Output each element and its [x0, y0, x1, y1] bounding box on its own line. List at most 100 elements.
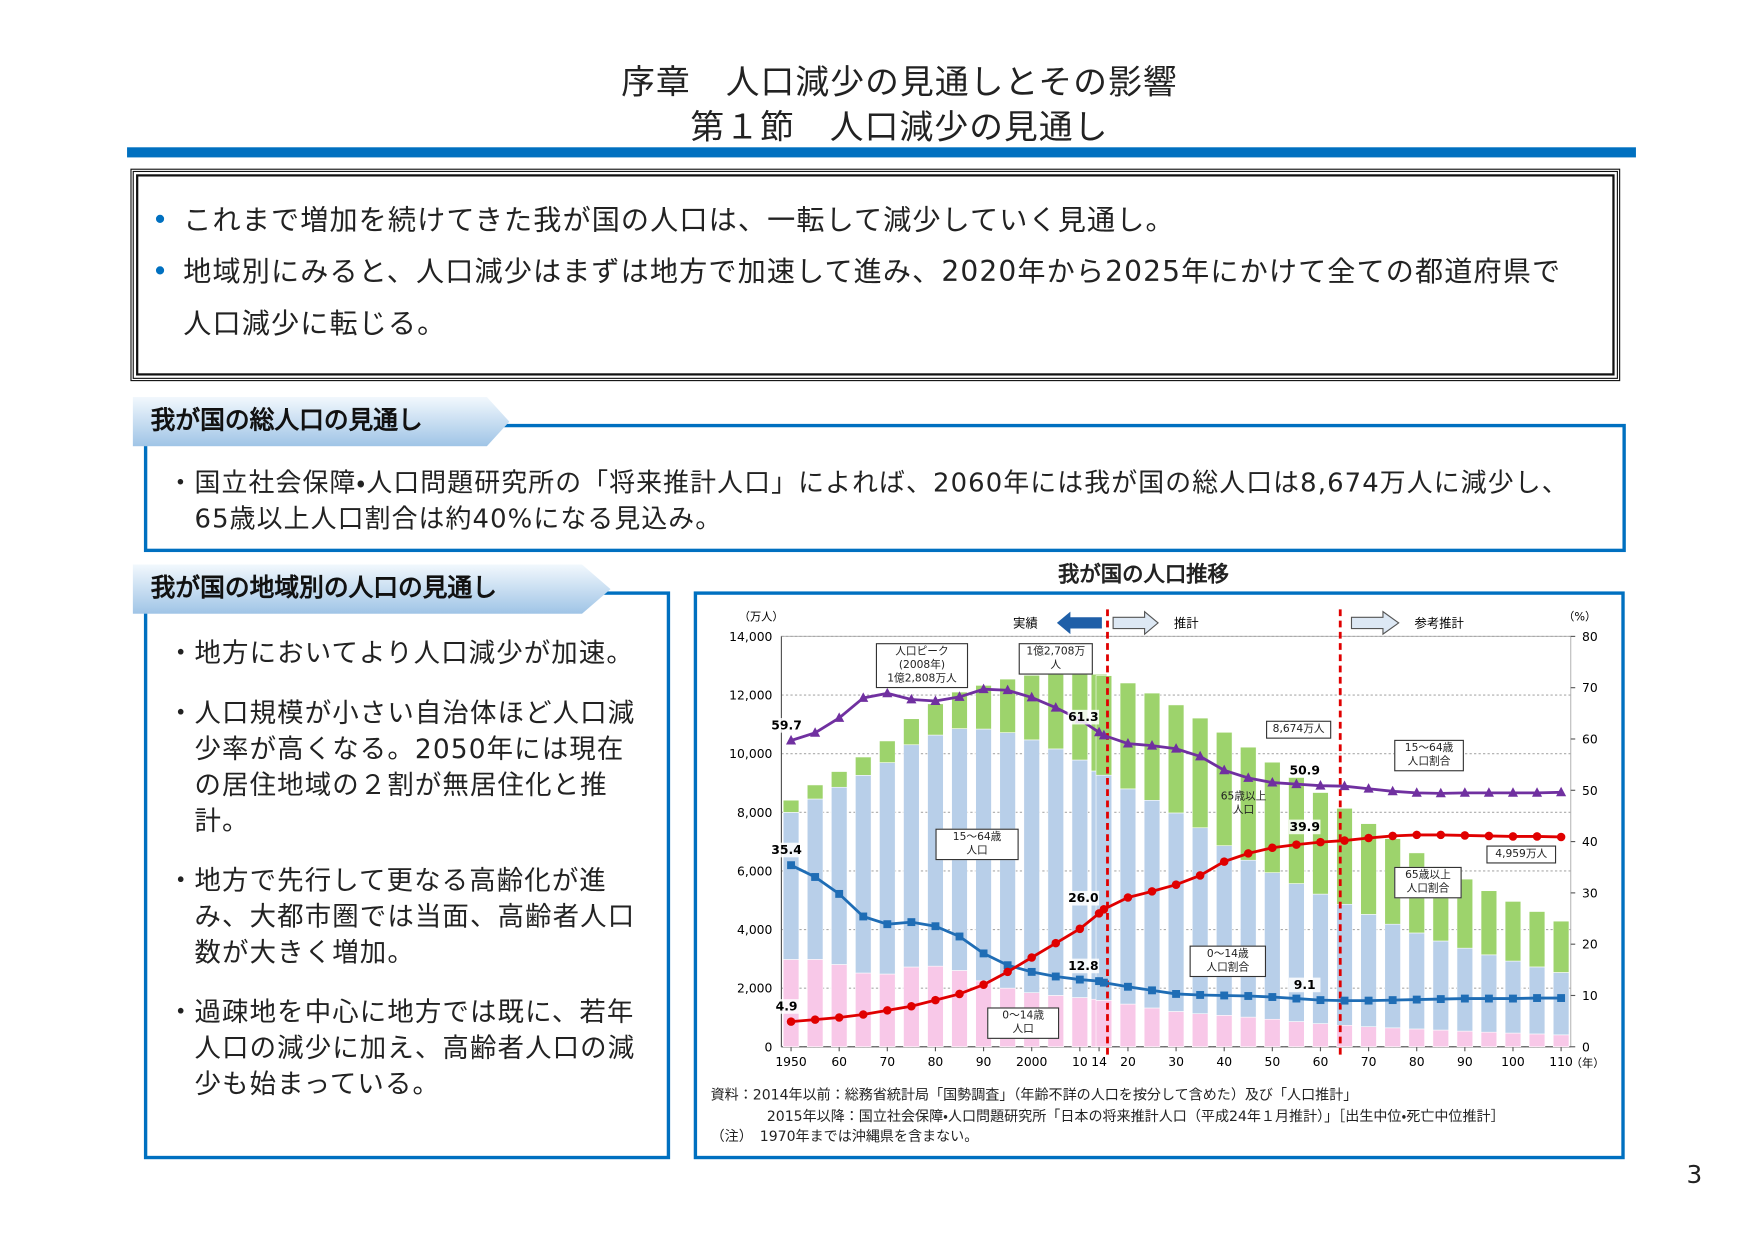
y2-tick-label: 10 — [1582, 989, 1598, 1003]
bar-segment — [1432, 1029, 1449, 1048]
ratio-marker — [1148, 986, 1156, 995]
ratio-marker — [1388, 831, 1397, 841]
ratio-marker — [954, 691, 965, 701]
ratio-marker — [979, 949, 988, 958]
annotation: 8,674万人 — [1266, 720, 1332, 739]
ratio-marker — [1364, 996, 1373, 1005]
ratio-marker — [1291, 778, 1302, 789]
ratio-line — [790, 863, 1562, 1003]
ratio-marker — [835, 889, 844, 898]
ratio-marker — [1268, 993, 1277, 1001]
ratio-marker — [978, 683, 989, 694]
bar-segment — [1143, 1007, 1161, 1048]
ratio-marker — [1484, 831, 1494, 841]
x-tick-label: 70 — [879, 1055, 895, 1069]
ratio-marker — [1195, 871, 1205, 880]
ratio-marker — [1483, 787, 1494, 797]
ratio-marker — [931, 922, 940, 931]
annotation: 1億2,708万人 — [1018, 643, 1093, 675]
bar-segment — [903, 744, 920, 968]
ratio-marker — [906, 693, 917, 704]
bar-segment — [1528, 1033, 1546, 1048]
section-bullet: 国立社会保障・人口問題研究所の「将来推計人口」によれば、2060年には我が国の総… — [168, 465, 1600, 537]
bar-segment — [1023, 675, 1040, 741]
source-note: 2015年以降：国立社会保障・人口問題研究所「日本の将来推計人口（平成24年１月… — [710, 1107, 1505, 1125]
ratio-marker — [1244, 992, 1253, 1000]
ratio-marker — [883, 920, 892, 929]
ratio-marker — [1460, 994, 1469, 1003]
ratio-marker — [1244, 849, 1253, 858]
bar-segment — [806, 784, 824, 800]
ratio-marker — [1026, 691, 1037, 702]
y2-tick-label: 20 — [1582, 938, 1598, 952]
ratio-marker — [979, 980, 988, 989]
bar-segment — [1167, 1011, 1185, 1048]
ratio-marker — [1533, 994, 1541, 1002]
series-label: 65歳以上 人口割合 — [1394, 866, 1462, 899]
bar-segment — [1071, 997, 1088, 1048]
ratio-marker — [1435, 787, 1446, 798]
ratio-marker — [1484, 994, 1493, 1003]
source-note: 資料：2014年以前：総務省統計局「国勢調査」（年齢不詳の人口を按分して含めた）… — [710, 1086, 1358, 1103]
x-tick-label: 60 — [831, 1055, 847, 1069]
ratio-marker — [1099, 905, 1109, 914]
ratio-marker — [1099, 978, 1108, 987]
value-label-bg — [770, 842, 803, 858]
x-tick-label: 110 — [1549, 1055, 1573, 1069]
ratio-marker — [785, 734, 797, 745]
phase-label: 実績 — [1013, 615, 1038, 630]
y-unit: （万人） — [739, 611, 784, 624]
bar-segment — [806, 959, 824, 1048]
ratio-marker — [1124, 982, 1132, 991]
ratio-marker — [1412, 995, 1421, 1004]
bar-segment — [1384, 1027, 1401, 1048]
bar-segment — [855, 972, 872, 1048]
ratio-marker — [1051, 938, 1061, 948]
bar-segment — [1528, 911, 1546, 968]
y2-tick-label: 60 — [1582, 732, 1598, 746]
bar-segment — [782, 799, 800, 813]
ratio-marker — [1557, 994, 1566, 1002]
x-tick-label: 30 — [1168, 1055, 1184, 1069]
ratio-marker — [1171, 743, 1182, 753]
series-label: 15～64歳 人口 — [935, 828, 1019, 861]
section-bullet: 人口規模が小さい自治体ほど人口減少率が高くなる。2050年には現在の居住地域の２… — [168, 695, 639, 839]
bar-segment — [831, 964, 848, 1048]
ratio-marker — [1003, 967, 1012, 977]
ratio-marker — [834, 712, 845, 722]
slide-subtitle: 第１節 人口減少の見通し — [690, 107, 1109, 148]
bar-segment — [1216, 1015, 1233, 1048]
ratio-marker — [810, 727, 821, 737]
bar-segment — [1384, 923, 1401, 1029]
ratio-marker — [1219, 857, 1229, 866]
value-label-bg — [1288, 763, 1321, 778]
ratio-marker — [811, 873, 820, 881]
series-label: 0～14歳 人口 — [987, 1007, 1060, 1039]
y-tick-label: 4,000 — [737, 923, 773, 937]
ratio-marker — [1003, 961, 1012, 970]
ratio-marker — [930, 695, 941, 705]
bar-segment — [903, 718, 920, 746]
x-tick-label: 10 — [1072, 1055, 1088, 1069]
ratio-marker — [1051, 972, 1060, 981]
value-label: 61.3 — [1068, 710, 1099, 724]
bar-segment — [879, 740, 896, 763]
x-tick-label: 1950 — [775, 1055, 807, 1069]
y2-tick-label: 50 — [1582, 784, 1598, 798]
x-tick-label: 60 — [1313, 1055, 1329, 1069]
bar-segment — [1504, 1032, 1522, 1048]
series-label: 65歳以上 人口 — [1220, 790, 1267, 817]
y2-unit: （%） — [1563, 611, 1596, 624]
bar-segment — [1360, 823, 1377, 915]
series-label: 0～14歳 人口割合 — [1189, 945, 1267, 978]
value-label-bg — [1067, 958, 1100, 974]
ratio-marker — [858, 692, 869, 702]
y-tick-label: 12,000 — [729, 689, 772, 703]
ratio-marker — [1340, 836, 1349, 845]
value-label-bg — [1288, 819, 1321, 835]
bar-segment — [1167, 704, 1185, 814]
bar-segment — [1216, 732, 1233, 846]
x-tick-label: 14 — [1091, 1055, 1107, 1069]
